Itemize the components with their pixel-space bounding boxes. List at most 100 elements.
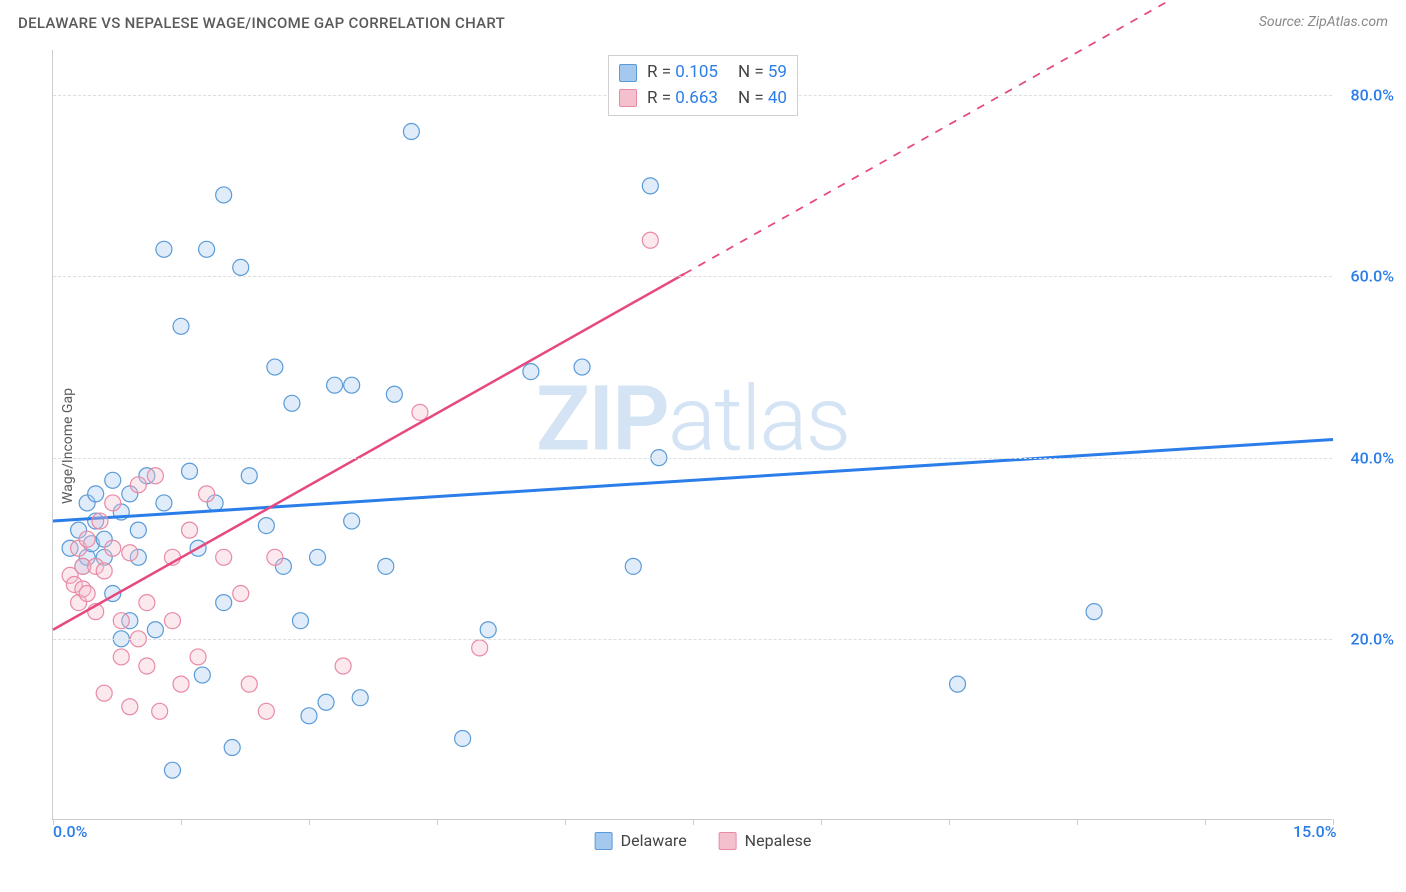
data-point <box>344 513 360 529</box>
data-point <box>113 649 129 665</box>
data-point <box>574 359 590 375</box>
data-point <box>378 558 394 574</box>
gridline-h <box>53 458 1332 459</box>
data-point <box>216 187 232 203</box>
y-tick-label: 60.0% <box>1350 267 1394 286</box>
plot-area: ZIPatlas 20.0%40.0%60.0%80.0%0.0%15.0% <box>52 50 1332 820</box>
data-point <box>327 377 343 393</box>
data-point <box>216 549 232 565</box>
data-point <box>642 178 658 194</box>
data-point <box>241 468 257 484</box>
legend-swatch <box>619 64 637 82</box>
data-point <box>113 613 129 629</box>
data-point <box>122 545 138 561</box>
x-tick-mark <box>181 819 182 825</box>
data-point <box>233 586 249 602</box>
legend-swatch <box>719 832 737 850</box>
data-point <box>130 477 146 493</box>
data-point <box>190 649 206 665</box>
trend-line <box>53 274 684 630</box>
legend-swatch <box>595 832 613 850</box>
data-point <box>267 549 283 565</box>
x-tick-label: 15.0% <box>1293 822 1337 841</box>
x-tick-mark <box>1077 819 1078 825</box>
legend-item: Delaware <box>595 831 687 850</box>
data-point <box>173 676 189 692</box>
x-tick-mark <box>437 819 438 825</box>
x-tick-mark <box>693 819 694 825</box>
data-point <box>224 740 240 756</box>
x-tick-mark <box>565 819 566 825</box>
gridline-h <box>53 639 1332 640</box>
data-point <box>301 708 317 724</box>
data-point <box>386 386 402 402</box>
data-point <box>523 364 539 380</box>
data-point <box>455 730 471 746</box>
data-point <box>139 658 155 674</box>
data-point <box>258 518 274 534</box>
data-point <box>352 690 368 706</box>
stats-row: R = 0.663N = 40 <box>619 86 787 112</box>
data-point <box>472 640 488 656</box>
r-label: R = 0.663 <box>647 86 718 112</box>
data-point <box>480 622 496 638</box>
data-point <box>182 522 198 538</box>
x-tick-mark <box>949 819 950 825</box>
legend-swatch <box>619 89 637 107</box>
data-point <box>950 676 966 692</box>
data-point <box>139 595 155 611</box>
scatter-svg <box>53 50 1333 820</box>
data-point <box>199 241 215 257</box>
data-point <box>199 486 215 502</box>
n-label: N = 59 <box>738 60 787 86</box>
data-point <box>147 468 163 484</box>
legend-label: Nepalese <box>745 831 812 850</box>
data-point <box>233 259 249 275</box>
data-point <box>318 694 334 710</box>
chart-title: DELAWARE VS NEPALESE WAGE/INCOME GAP COR… <box>18 14 505 32</box>
data-point <box>79 531 95 547</box>
gridline-h <box>53 276 1332 277</box>
data-point <box>164 762 180 778</box>
x-tick-label: 0.0% <box>53 822 87 841</box>
data-point <box>152 703 168 719</box>
data-point <box>156 495 172 511</box>
data-point <box>625 558 641 574</box>
data-point <box>310 549 326 565</box>
data-point <box>105 472 121 488</box>
stats-row: R = 0.105N = 59 <box>619 60 787 86</box>
stats-box: R = 0.105N = 59R = 0.663N = 40 <box>608 55 798 116</box>
legend-label: Delaware <box>621 831 687 850</box>
data-point <box>344 377 360 393</box>
data-point <box>216 595 232 611</box>
y-tick-label: 80.0% <box>1350 86 1394 105</box>
source-attribution: Source: ZipAtlas.com <box>1259 14 1388 30</box>
data-point <box>147 622 163 638</box>
legend-item: Nepalese <box>719 831 812 850</box>
data-point <box>88 486 104 502</box>
data-point <box>92 513 108 529</box>
data-point <box>122 699 138 715</box>
data-point <box>105 540 121 556</box>
data-point <box>194 667 210 683</box>
data-point <box>105 495 121 511</box>
data-point <box>284 395 300 411</box>
data-point <box>267 359 283 375</box>
x-tick-mark <box>309 819 310 825</box>
data-point <box>79 586 95 602</box>
y-tick-label: 40.0% <box>1350 448 1394 467</box>
data-point <box>335 658 351 674</box>
trend-line-dashed <box>684 0 1290 274</box>
data-point <box>96 563 112 579</box>
data-point <box>241 676 257 692</box>
data-point <box>642 232 658 248</box>
data-point <box>403 124 419 140</box>
data-point <box>173 318 189 334</box>
data-point <box>258 703 274 719</box>
data-point <box>1086 604 1102 620</box>
bottom-legend: Delaware Nepalese <box>595 831 812 850</box>
data-point <box>96 685 112 701</box>
data-point <box>164 613 180 629</box>
data-point <box>412 404 428 420</box>
x-tick-mark <box>1205 819 1206 825</box>
